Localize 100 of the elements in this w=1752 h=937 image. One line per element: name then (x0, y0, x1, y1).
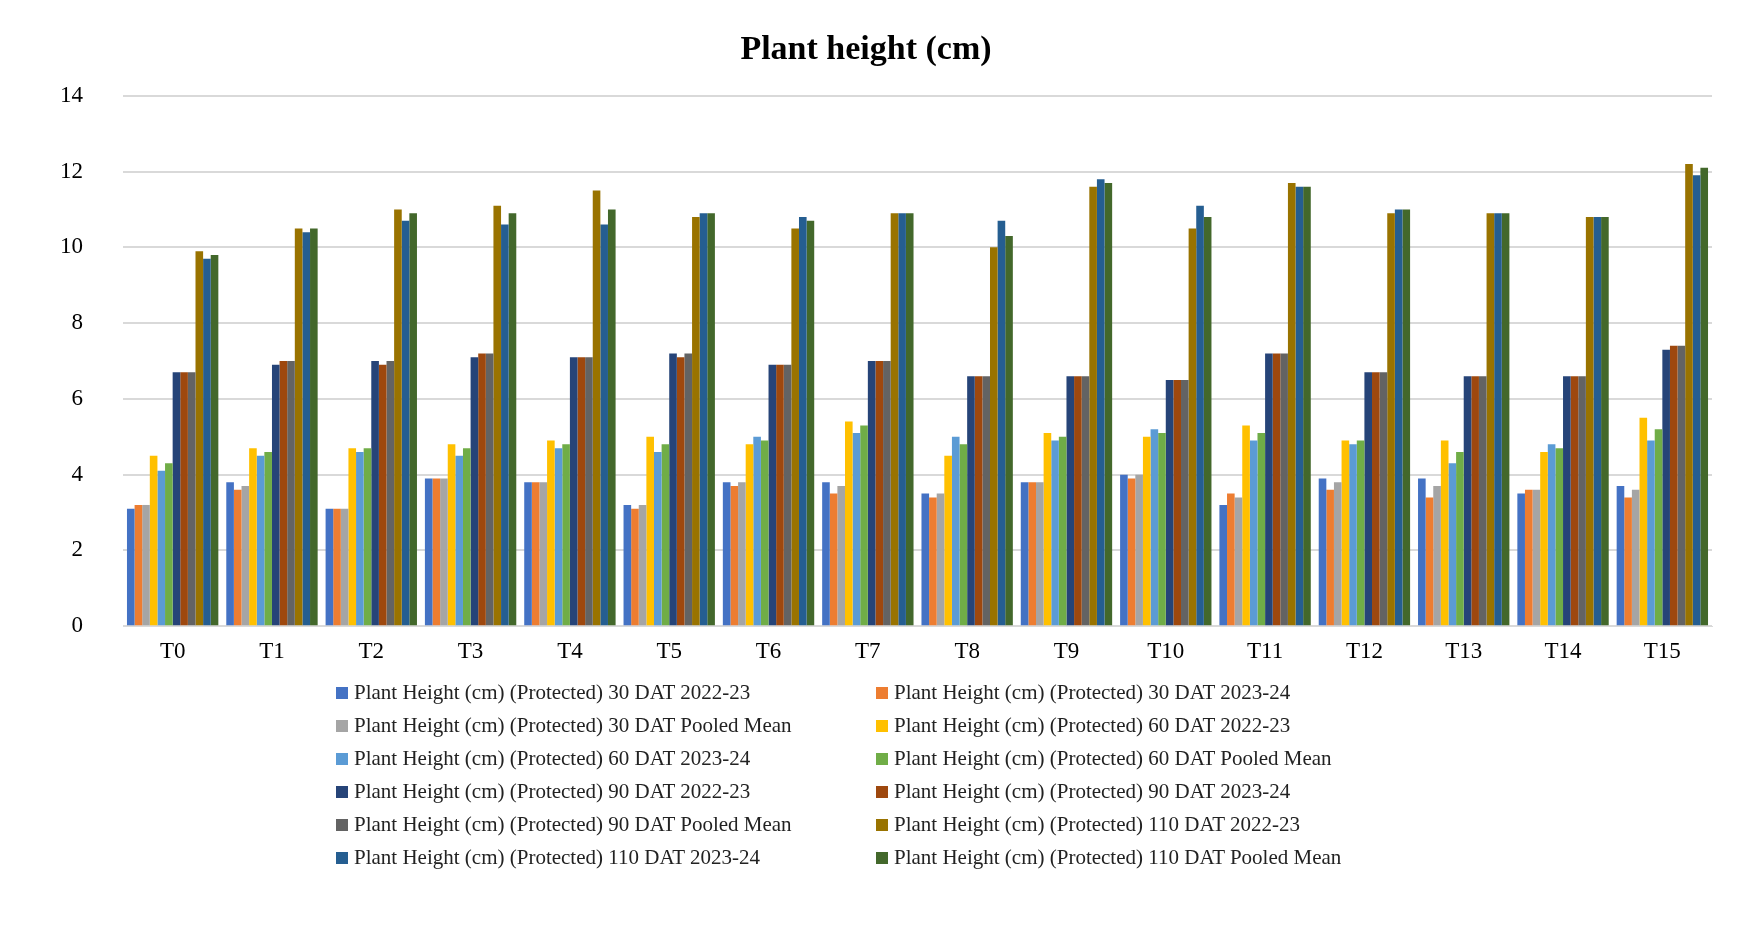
x-tick-label: T6 (755, 638, 782, 664)
y-tick-label: 8 (71, 309, 83, 335)
bar (1127, 478, 1136, 626)
y-tick-label: 4 (71, 460, 84, 486)
bar (959, 444, 968, 626)
bar (1280, 353, 1288, 626)
bar (554, 448, 563, 626)
bar (485, 353, 494, 626)
bar (1486, 213, 1495, 626)
bar (905, 213, 914, 626)
bar (1387, 213, 1395, 626)
bar (867, 361, 876, 626)
bar (1249, 440, 1258, 626)
bar (1058, 436, 1067, 626)
bar (776, 364, 784, 626)
bar (195, 251, 204, 626)
bar (440, 478, 448, 626)
x-tick-label: T10 (1147, 638, 1185, 664)
bar (822, 482, 830, 626)
bar (1448, 463, 1457, 626)
bar (1227, 493, 1235, 626)
bar (600, 224, 608, 626)
bar (852, 432, 861, 626)
bar (951, 436, 960, 626)
bar (210, 254, 219, 626)
bar (860, 425, 868, 626)
bar (1341, 440, 1350, 626)
bar (845, 421, 853, 626)
y-tick-label: 10 (60, 233, 83, 259)
y-tick-label: 14 (60, 81, 84, 107)
legend-label: Plant Height (cm) (Protected) 110 DAT Pooled Mean (894, 845, 1342, 870)
bar (753, 436, 761, 626)
bar (1372, 372, 1380, 626)
legend-label: Plant Height (cm) (Protected) 90 DAT Pooled Mean (354, 812, 792, 837)
bar (577, 357, 586, 626)
chart-title: Plant height (cm) (740, 29, 992, 68)
bar (967, 376, 975, 626)
bar (607, 209, 616, 626)
bar (157, 470, 166, 626)
bar (929, 497, 937, 626)
bar (936, 493, 945, 626)
bar (302, 232, 311, 626)
bar (692, 217, 700, 626)
bar (294, 228, 303, 626)
legend-label: Plant Height (cm) (Protected) 30 DAT Pooled Mean (354, 713, 792, 738)
bar (1265, 353, 1273, 626)
bar (722, 482, 731, 626)
bar (898, 213, 906, 626)
bar (394, 209, 402, 626)
bar (1150, 429, 1159, 626)
bar (1425, 497, 1434, 626)
bar (264, 451, 272, 626)
bar (501, 224, 509, 626)
bar (1234, 497, 1243, 626)
bar (1593, 217, 1602, 626)
bar (669, 353, 677, 626)
bar (1005, 235, 1013, 626)
bar (363, 448, 372, 626)
bar (1379, 372, 1388, 626)
bar (187, 372, 196, 626)
bar (730, 486, 739, 626)
bar (1563, 376, 1571, 626)
bar (1501, 213, 1510, 626)
bar (340, 508, 349, 626)
bar (745, 444, 754, 626)
bar (1326, 489, 1334, 626)
bar (1096, 179, 1105, 626)
bar (1418, 478, 1426, 626)
bar (684, 353, 693, 626)
bar (562, 444, 570, 626)
bar (1478, 376, 1487, 626)
bar (356, 451, 364, 626)
bar (1287, 182, 1296, 626)
bar (1639, 417, 1648, 626)
bar (478, 353, 486, 626)
bar (783, 364, 792, 626)
bar (1494, 213, 1502, 626)
bar (661, 444, 670, 626)
x-tick-label: T12 (1345, 638, 1383, 664)
bar (180, 372, 188, 626)
bar (1440, 440, 1449, 626)
bar (134, 504, 143, 626)
bar (226, 482, 234, 626)
bar (424, 478, 433, 626)
bar (1043, 432, 1052, 626)
bar (646, 436, 654, 626)
bar (1654, 429, 1663, 626)
bar (1196, 205, 1204, 626)
bar (241, 486, 250, 626)
bar (1303, 186, 1311, 626)
x-tick-label: T3 (457, 638, 484, 664)
bar (271, 364, 280, 626)
bar (1203, 217, 1212, 626)
legend-label: Plant Height (cm) (Protected) 30 DAT 2023-24 (894, 680, 1291, 705)
bar (1692, 175, 1701, 626)
bar (1532, 489, 1541, 626)
bar (493, 205, 502, 626)
bar (1165, 379, 1174, 626)
bar (1540, 451, 1548, 626)
bar (676, 357, 685, 626)
